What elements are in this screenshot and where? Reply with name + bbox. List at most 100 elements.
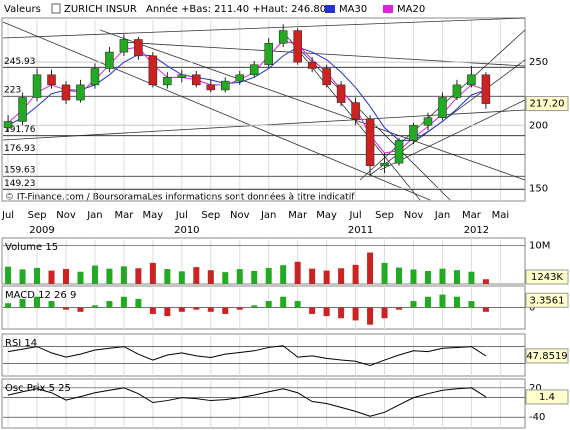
volume-bar	[135, 268, 142, 284]
trend-line	[99, 29, 526, 181]
y-tick-label: 250	[529, 57, 548, 68]
panel-tick-label: 20	[529, 383, 542, 394]
level-label: 176.93	[4, 144, 36, 154]
macd-bar	[120, 296, 127, 308]
x-tick-label: Sep	[201, 210, 220, 221]
macd-bar	[19, 298, 26, 308]
macd-bar	[77, 307, 84, 312]
legend-swatch	[325, 5, 335, 13]
last-value-box	[525, 96, 569, 112]
macd-bar	[178, 307, 185, 312]
x-tick-label: Mar	[288, 210, 308, 221]
candle-body	[380, 162, 389, 166]
macd-bar	[251, 305, 258, 308]
macd-bar	[482, 307, 489, 312]
volume-bar	[338, 268, 345, 284]
macd-bar	[280, 296, 287, 308]
candle-body	[32, 74, 42, 98]
panel-tick-label: 0	[529, 303, 535, 314]
level-label: 159.63	[4, 166, 36, 176]
macd-bar	[468, 301, 475, 308]
macd-bar	[265, 301, 272, 308]
volume-bar	[251, 270, 258, 284]
volume-bar	[48, 270, 55, 284]
panel-tick-label: -40	[529, 412, 545, 423]
ma-line	[7, 40, 487, 154]
candle-body	[221, 80, 230, 91]
volume-bar	[352, 264, 359, 284]
x-tick-label: Nov	[230, 210, 250, 221]
volume-bar	[91, 265, 98, 284]
header-name: ZURICH INSUR	[64, 4, 137, 15]
macd-bar	[323, 307, 330, 317]
macd-bar	[424, 296, 431, 308]
volume-bar	[381, 262, 388, 284]
checkbox[interactable]	[51, 3, 61, 14]
candle-body	[47, 74, 56, 86]
macd-bar	[135, 298, 142, 308]
last-value-box	[525, 389, 569, 405]
candle-body	[365, 118, 375, 166]
candle-body	[481, 74, 491, 104]
panel-frame	[1, 237, 526, 285]
last-value-box	[525, 269, 569, 285]
candle-body	[3, 121, 13, 129]
x-tick-label: Nov	[404, 210, 424, 221]
candle-body	[105, 51, 114, 69]
macd-bar	[207, 307, 214, 312]
volume-bar	[424, 270, 431, 284]
year-label: 2012	[464, 225, 489, 236]
volume-bar	[120, 266, 127, 284]
panel-frame	[1, 333, 526, 377]
candle-body	[467, 74, 476, 86]
macd-bar	[294, 301, 301, 308]
trend-line	[2, 21, 431, 201]
macd-bar	[410, 301, 417, 308]
candle-body	[278, 30, 288, 44]
macd-bar	[338, 307, 345, 319]
x-tick-label: Sep	[375, 210, 394, 221]
macd-bar	[48, 301, 55, 308]
candle-body	[264, 42, 273, 65]
legend-label: MA20	[397, 4, 425, 15]
last-value-label: 3.3561	[530, 295, 565, 306]
trend-lines	[2, 17, 526, 201]
x-tick-label: May	[316, 210, 337, 221]
candle-body	[423, 117, 433, 126]
x-tick-label: Jan	[434, 210, 450, 221]
year-label: 2009	[29, 225, 54, 236]
last-value-label: 217.20	[530, 99, 565, 110]
macd-bar	[106, 301, 113, 308]
indicator-line	[7, 387, 487, 417]
volume-bar	[222, 272, 229, 284]
last-value-label: 47.8519	[526, 351, 567, 362]
x-tick-label: Jan	[260, 210, 276, 221]
legend-swatch	[383, 5, 393, 13]
volume-bar	[77, 271, 84, 284]
volume-bar	[164, 269, 171, 284]
y-tick-label: 200	[529, 120, 548, 131]
x-tick-label: Mar	[114, 210, 134, 221]
candle-body	[76, 84, 85, 101]
volume-bar	[482, 279, 489, 284]
candle-body	[452, 84, 462, 98]
x-tick-label: Nov	[56, 210, 76, 221]
last-value-box	[525, 348, 569, 364]
candle-body	[90, 68, 100, 86]
volume-bar	[468, 271, 475, 284]
year-label: 2010	[174, 225, 199, 236]
macd-bar	[367, 307, 374, 325]
candle-body	[235, 74, 244, 82]
volume-bar	[294, 261, 301, 284]
panel-title: Osc Prix 5 25	[5, 383, 71, 394]
volume-bar	[34, 267, 41, 284]
panel-title: Volume 15	[5, 242, 58, 253]
indicator-line	[7, 345, 487, 367]
macd-bar	[236, 307, 243, 310]
candle-body	[249, 64, 259, 76]
panel-title: MACD 12 26 9	[5, 290, 76, 301]
candle-body	[61, 84, 71, 101]
candle-body	[177, 74, 187, 78]
header-section: Valeurs	[4, 4, 41, 15]
candle-body	[119, 39, 129, 53]
